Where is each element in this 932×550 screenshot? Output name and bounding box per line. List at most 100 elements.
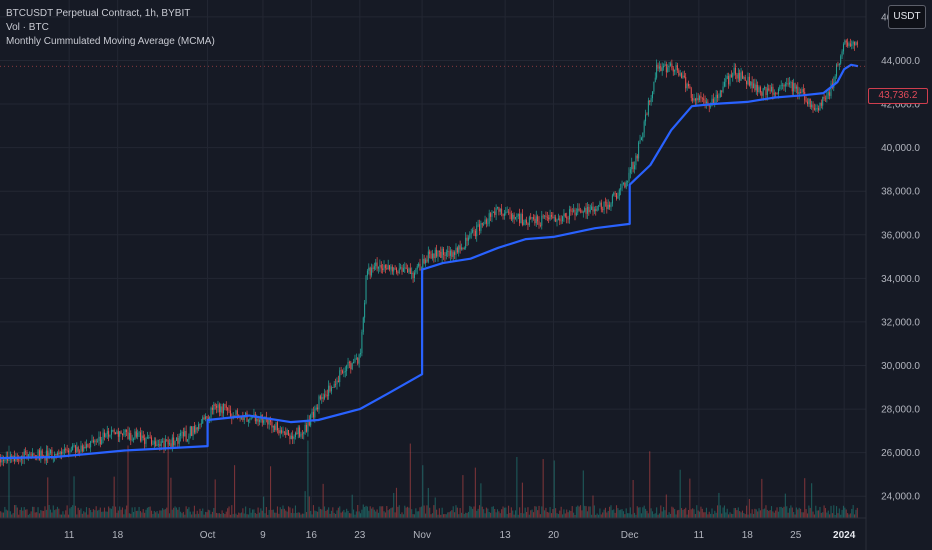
candle <box>488 209 490 227</box>
candle <box>831 78 833 90</box>
candle <box>185 425 187 443</box>
volume-bar <box>337 507 339 518</box>
candle <box>333 380 335 389</box>
volume-bar <box>640 513 642 518</box>
candle <box>581 209 583 214</box>
candle <box>598 204 600 211</box>
volume-bar <box>339 506 341 518</box>
candle <box>378 266 379 274</box>
candle <box>548 214 550 224</box>
candle <box>415 267 417 275</box>
price-tick-label: 24,000.0 <box>881 492 920 503</box>
volume-bar <box>824 508 827 518</box>
volume-bar <box>203 514 205 518</box>
volume-bar <box>764 508 766 518</box>
candle <box>300 431 302 439</box>
volume-bar <box>299 512 301 518</box>
volume-bar <box>389 509 391 518</box>
mcma-line <box>0 63 866 460</box>
candle <box>412 271 414 283</box>
volume-bar <box>83 511 85 518</box>
candle <box>189 425 191 439</box>
candle <box>816 104 818 112</box>
volume-bar <box>693 509 695 518</box>
volume-bar <box>837 513 839 518</box>
volume-bar <box>214 479 216 518</box>
volume-bar <box>336 510 338 518</box>
volume-bar <box>191 514 193 518</box>
volume-bar <box>25 509 27 518</box>
candle <box>227 407 229 416</box>
volume-bar <box>744 514 746 518</box>
time-tick-label: 11 <box>64 530 75 541</box>
candle <box>149 431 151 439</box>
candle <box>449 246 451 261</box>
volume-bar <box>328 507 330 518</box>
mcma-indicator-label[interactable]: Monthly Cummulated Moving Average (MCMA) <box>6 36 215 47</box>
volume-bar <box>211 511 213 518</box>
candle <box>278 427 280 436</box>
volume-bar <box>811 483 813 518</box>
candle <box>0 454 2 467</box>
candle <box>326 389 328 400</box>
candle <box>537 214 539 225</box>
volume-bar <box>826 512 828 518</box>
volume-bar <box>819 506 821 518</box>
candle <box>512 212 514 223</box>
candle <box>350 360 352 374</box>
candle <box>685 73 687 93</box>
symbol-title[interactable]: BTCUSDT Perpetual Contract, 1h, BYBIT <box>6 8 191 19</box>
volume-bar <box>520 513 522 518</box>
volume-indicator-label[interactable]: Vol · BTC <box>6 22 49 33</box>
volume-bar <box>377 512 380 518</box>
volume-bar <box>228 506 230 518</box>
volume-bar <box>290 512 292 518</box>
volume-bar <box>665 494 667 518</box>
candle <box>81 443 83 453</box>
candle <box>312 406 314 422</box>
volume-bar <box>282 505 284 518</box>
volume-bar <box>610 505 612 518</box>
candle <box>541 210 543 230</box>
volume-bar <box>820 512 822 518</box>
candle <box>297 425 299 439</box>
volume-bar <box>841 509 843 518</box>
volume-bar <box>740 512 742 518</box>
candle <box>456 246 458 254</box>
candle <box>737 67 739 82</box>
candle <box>188 433 190 445</box>
volume-bar <box>391 507 393 518</box>
candle <box>718 93 720 101</box>
volume-bar <box>768 510 770 518</box>
volume-bar <box>413 514 416 518</box>
volume-bar <box>527 507 529 518</box>
volume-bar <box>787 512 789 518</box>
candle <box>474 228 476 240</box>
volume-bar <box>485 507 487 518</box>
candle <box>722 81 724 94</box>
candle <box>431 249 433 261</box>
volume-bar <box>40 510 42 518</box>
volume-bar <box>478 505 481 518</box>
candle <box>202 415 204 424</box>
candle <box>459 240 461 254</box>
volume-bar <box>243 513 245 518</box>
candle <box>620 183 622 196</box>
volume-bar <box>418 511 420 518</box>
volume-bar <box>429 507 431 518</box>
volume-bar <box>682 510 684 518</box>
candle <box>102 428 104 444</box>
candle <box>465 232 467 250</box>
volume-bar <box>229 514 231 518</box>
candle <box>682 71 684 80</box>
candle <box>461 243 463 251</box>
candle <box>409 263 411 275</box>
volume-bar <box>672 507 674 518</box>
candle <box>534 214 536 226</box>
volume-bar <box>620 509 622 518</box>
currency-button[interactable]: USDT <box>888 5 926 29</box>
volume-bar <box>647 513 649 518</box>
candle <box>126 429 128 437</box>
volume-bar <box>216 512 218 518</box>
